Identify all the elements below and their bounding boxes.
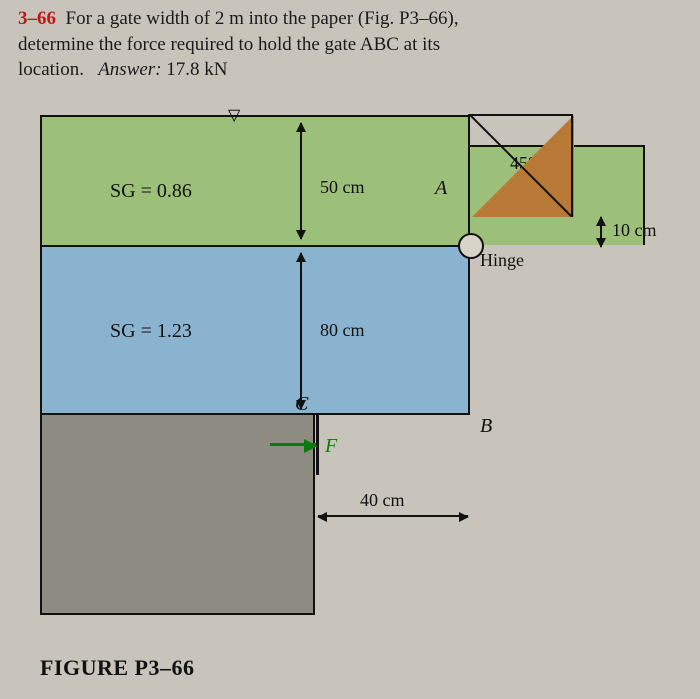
dim-10-arrow [600, 217, 602, 247]
answer-label: Answer: [98, 59, 161, 80]
point-a-label: A [435, 177, 447, 200]
lower-fluid-layer [40, 245, 470, 415]
dim-10-label: 10 cm [612, 220, 657, 241]
problem-line3: location. [18, 59, 84, 80]
figure-caption: FIGURE P3–66 [40, 655, 195, 681]
problem-line1: For a gate width of 2 m into the paper (… [66, 8, 459, 29]
dim-50-arrow [300, 123, 302, 239]
sg-upper-label: SG = 0.86 [110, 180, 192, 203]
force-label: F [325, 435, 337, 458]
hinge-label: Hinge [480, 250, 524, 271]
force-arrow-icon [270, 443, 316, 446]
problem-line2: determine the force required to hold the… [18, 34, 440, 55]
wedge-outline [468, 113, 574, 217]
hinge-icon [458, 233, 484, 259]
dim-80-label: 80 cm [320, 320, 365, 341]
point-c-label: C [295, 393, 308, 416]
figure-diagram: ▽ SG = 0.86 SG = 1.23 50 cm 80 cm 40 cm … [40, 115, 660, 635]
problem-number: 3–66 [18, 8, 56, 29]
sg-lower-label: SG = 1.23 [110, 320, 192, 343]
problem-statement: 3–66 For a gate width of 2 m into the pa… [0, 0, 700, 87]
water-surface-icon: ▽ [228, 105, 240, 125]
dim-40-arrow [318, 515, 468, 517]
dim-40-label: 40 cm [360, 490, 405, 511]
dim-50-label: 50 cm [320, 177, 365, 198]
answer-value: 17.8 kN [166, 59, 227, 80]
dim-80-arrow [300, 253, 302, 409]
point-b-label: B [480, 415, 492, 438]
upper-fluid-layer [40, 115, 470, 245]
